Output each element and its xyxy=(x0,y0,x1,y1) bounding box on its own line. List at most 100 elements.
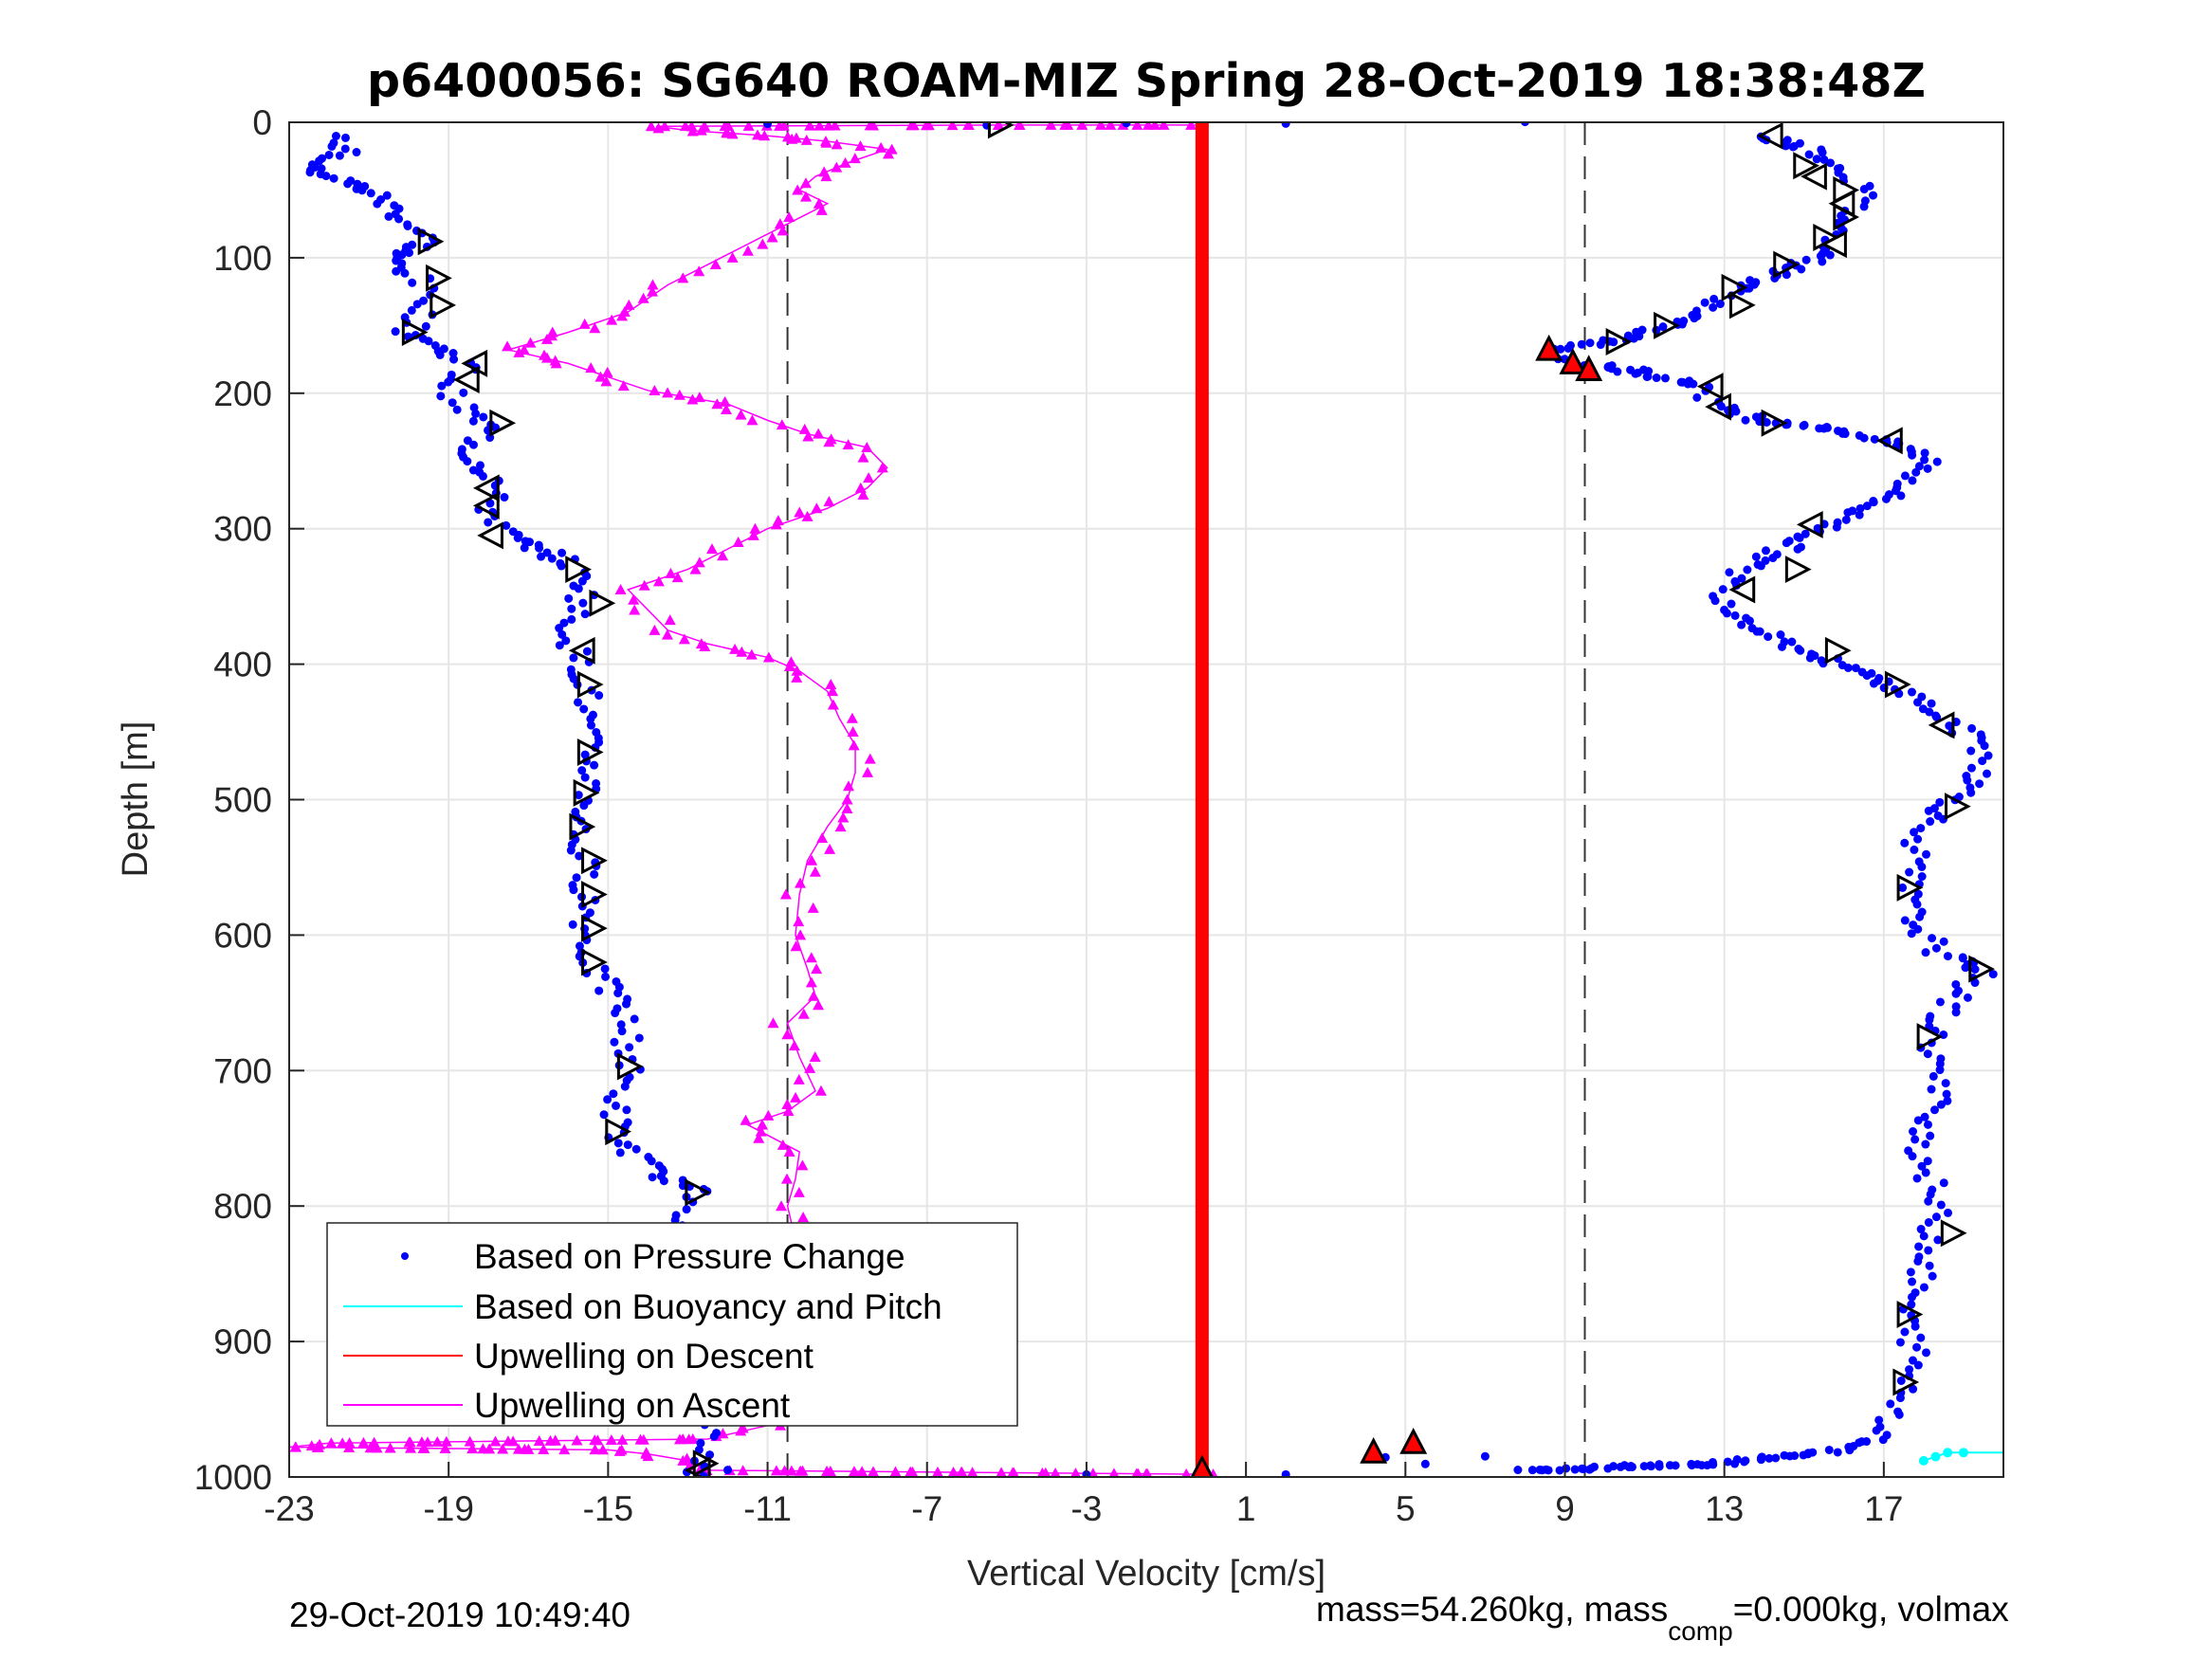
pressure-point-578 xyxy=(1926,817,1935,827)
ascent-point-177 xyxy=(824,843,836,854)
marker-0-14 xyxy=(581,914,608,942)
y-tick-label-2: 200 xyxy=(213,374,272,413)
marker-0-8 xyxy=(576,670,604,699)
ascent-point-186 xyxy=(805,952,817,963)
marker-0-7 xyxy=(589,589,616,617)
ascent-point-172 xyxy=(841,793,853,805)
ascent-point-9 xyxy=(1076,122,1088,130)
ascent-point-140 xyxy=(693,556,705,568)
ascent-point-103 xyxy=(594,371,607,382)
pressure-point-665 xyxy=(1924,1246,1933,1255)
pressure-point-25 xyxy=(382,191,392,200)
pressure-point-7 xyxy=(335,151,344,160)
pressure-point-640 xyxy=(1920,1112,1929,1121)
ascent-point-12 xyxy=(1045,122,1057,130)
pressure-point-695 xyxy=(1894,1410,1904,1419)
ascent-point-180 xyxy=(794,877,806,888)
pressure-point-481 xyxy=(1841,515,1851,524)
legend-label-pressure: Based on Pressure Change xyxy=(474,1237,905,1276)
pressure-point-644 xyxy=(1926,1131,1935,1140)
pressure-point-157 xyxy=(586,720,595,730)
ascent-point-151 xyxy=(661,629,673,640)
ascent-point-49 xyxy=(759,130,771,141)
pressure-point-359 xyxy=(1700,298,1709,307)
pressure-point-370 xyxy=(1658,322,1668,332)
marker-0-21 xyxy=(1793,152,1820,180)
pressure-point-213 xyxy=(617,1027,627,1036)
y-tick-label-9: 900 xyxy=(213,1322,272,1361)
ascent-point-206 xyxy=(753,1132,765,1143)
ascent-point-81 xyxy=(647,279,659,290)
marker-0-33 xyxy=(1784,556,1812,584)
ascent-point-41 xyxy=(645,122,657,132)
marker-2-3 xyxy=(1360,1437,1388,1464)
pressure-point-184 xyxy=(572,873,581,883)
pressure-point-610 xyxy=(1961,963,1970,973)
pressure-point-624 xyxy=(1925,1022,1934,1031)
ascent-point-195 xyxy=(809,1051,821,1063)
pressure-point-635 xyxy=(1927,1085,1936,1094)
pressure-point-663 xyxy=(1933,1235,1943,1245)
pressure-point-496 xyxy=(1751,552,1761,561)
ascent-point-30 xyxy=(804,122,816,131)
ascent-point-319 xyxy=(906,1466,919,1477)
pressure-point-564 xyxy=(1966,763,1976,773)
ascent-point-55 xyxy=(820,137,832,148)
pressure-point-153 xyxy=(574,698,583,707)
ascent-point-100 xyxy=(550,357,562,369)
pressure-point-598 xyxy=(1913,924,1923,934)
pressure-point-200 xyxy=(600,964,610,974)
ascent-point-29 xyxy=(814,122,826,131)
ascent-point-184 xyxy=(795,929,807,940)
pressure-point-72 xyxy=(435,350,445,359)
marker-0-12 xyxy=(581,847,608,875)
pressure-point-752 xyxy=(1579,1465,1588,1474)
footer-mass-suffix: =0.000kg, volmax xyxy=(1733,1590,2010,1629)
pressure-point-99 xyxy=(475,461,484,470)
ascent-point-190 xyxy=(813,999,825,1011)
ascent-point-301 xyxy=(677,1454,689,1466)
pressure-point-238 xyxy=(647,1157,656,1166)
ascent-point-62 xyxy=(839,156,851,168)
ascent-point-33 xyxy=(774,122,786,131)
ascent-point-139 xyxy=(717,550,729,561)
marker-1-5 xyxy=(1705,392,1731,421)
ascent-point-116 xyxy=(776,419,788,430)
x-tick-label-1: -19 xyxy=(423,1489,473,1528)
ascent-point-191 xyxy=(797,1008,810,1019)
marker-0-28 xyxy=(1605,328,1633,356)
pressure-point-340 xyxy=(1801,255,1811,264)
ascent-point-168 xyxy=(848,739,860,751)
pressure-point-183 xyxy=(590,869,599,879)
pressure-point-696 xyxy=(1874,1415,1884,1425)
footer-mass-sub: comp xyxy=(1668,1616,1732,1646)
pressure-point-599 xyxy=(1907,929,1916,939)
pressure-point-761 xyxy=(1535,1465,1545,1474)
ascent-point-316 xyxy=(868,1466,880,1477)
pressure-point-431 xyxy=(1741,415,1750,425)
ascent-point-4 xyxy=(1143,122,1155,130)
ascent-point-236 xyxy=(735,1425,747,1436)
pressure-point-662 xyxy=(1919,1231,1929,1241)
ascent-point-109 xyxy=(693,392,705,403)
ascent-point-194 xyxy=(788,1040,800,1051)
marker-1-16 xyxy=(684,1456,711,1477)
pressure-point-621 xyxy=(1951,1008,1961,1017)
pressure-point-215 xyxy=(610,1037,619,1047)
ascent-point-204 xyxy=(756,1119,768,1130)
buoyancy-point-0 xyxy=(1918,1455,1929,1466)
pressure-point-122 xyxy=(558,548,567,557)
ascent-point-317 xyxy=(889,1466,902,1477)
ascent-point-94 xyxy=(502,340,514,352)
pressure-point-570 xyxy=(1966,788,1976,797)
pressure-point-689 xyxy=(1896,1376,1906,1385)
pressure-point-580 xyxy=(1910,828,1919,837)
ascent-point-88 xyxy=(578,318,591,329)
ascent-point-200 xyxy=(781,1099,794,1110)
pressure-point-208 xyxy=(622,999,631,1009)
marker-1-12 xyxy=(472,474,500,502)
ascent-point-67 xyxy=(792,184,804,195)
ascent-point-256 xyxy=(489,1435,502,1447)
ascent-point-307 xyxy=(770,1465,782,1476)
pressure-point-134 xyxy=(564,593,574,603)
